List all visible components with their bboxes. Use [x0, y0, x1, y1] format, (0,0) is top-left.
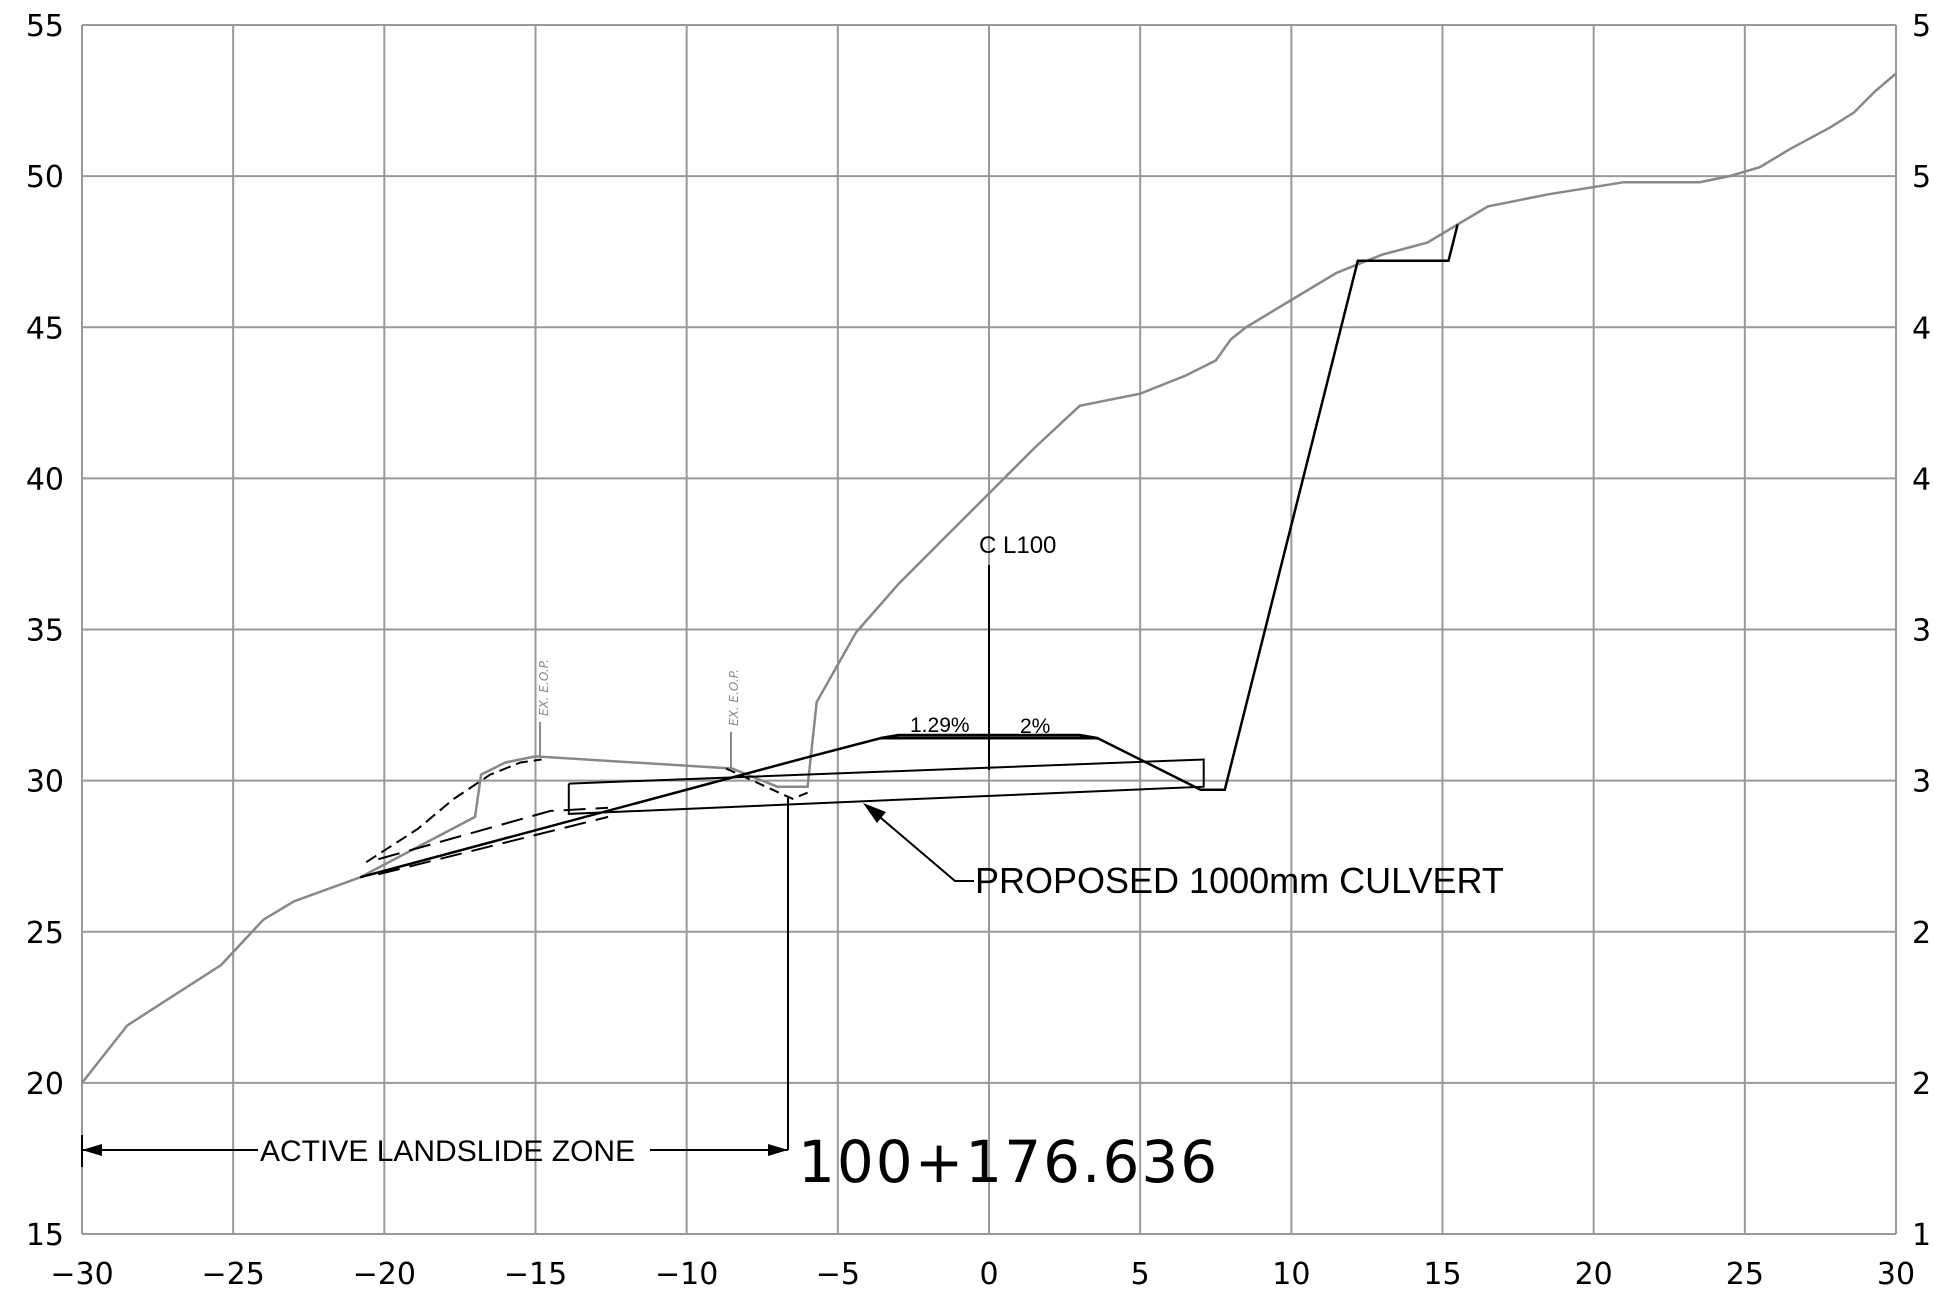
slope-label-left: 1.29%: [910, 714, 970, 737]
culvert-dashed-upper: [378, 806, 609, 861]
y-tick-label-right: 1: [1912, 1218, 1931, 1253]
ditch-dashed-line: [725, 767, 808, 800]
y-tick-label-right: 3: [1912, 765, 1931, 800]
culvert-dashed-lower: [378, 815, 609, 876]
x-tick-label: 30: [1877, 1257, 1915, 1292]
culvert-outline: [567, 758, 1205, 815]
x-tick-label: 25: [1726, 1257, 1764, 1292]
y-tick-label: 50: [26, 160, 64, 195]
landslide-arrow-left: [82, 1144, 102, 1156]
culvert-leader-line: [867, 806, 974, 882]
eop-label-left: EX. E.O.P.: [537, 659, 551, 716]
y-tick-label-right: 3: [1912, 614, 1931, 649]
station-label: 100+176.636: [798, 1128, 1219, 1196]
y-tick-label-right: 2: [1912, 1067, 1931, 1102]
eop-label-right: EX. E.O.P.: [727, 669, 741, 726]
landslide-arrow-right: [768, 1144, 788, 1156]
y-tick-label-right: 2: [1912, 916, 1931, 951]
y-tick-label-right: 5: [1912, 9, 1931, 44]
slope-label-right: 2%: [1020, 715, 1050, 738]
culvert-arrowhead: [863, 803, 886, 823]
x-tick-label: 0: [979, 1257, 998, 1292]
x-tick-label: −10: [655, 1257, 718, 1292]
y-tick-label: 40: [26, 462, 64, 497]
axis-ticks: −30 −25 −20 −15 −10 −5 0 5 10 15 20 25 30 15 1 20 2 25 2 30…: [26, 9, 1931, 1292]
existing-ground-dashed-line: [365, 758, 542, 864]
y-tick-label: 45: [26, 311, 64, 346]
proposed-road-profile: [359, 224, 1459, 879]
y-tick-label: 25: [26, 916, 64, 951]
x-tick-label: 15: [1423, 1257, 1461, 1292]
y-tick-label: 15: [26, 1218, 64, 1253]
x-tick-label: −20: [353, 1257, 416, 1292]
y-tick-label: 20: [26, 1067, 64, 1102]
landslide-zone-label: ACTIVE LANDSLIDE ZONE: [260, 1135, 635, 1168]
existing-ground-line: [81, 72, 1897, 1084]
culvert-label: PROPOSED 1000mm CULVERT: [975, 860, 1504, 901]
x-tick-label: 20: [1575, 1257, 1613, 1292]
x-tick-label: −5: [816, 1257, 860, 1292]
y-tick-label-right: 5: [1912, 160, 1931, 195]
y-tick-label-right: 4: [1912, 462, 1931, 497]
x-tick-label: −30: [50, 1257, 113, 1292]
x-tick-label: 5: [1131, 1257, 1150, 1292]
y-tick-label: 30: [26, 765, 64, 800]
x-tick-label: 10: [1272, 1257, 1310, 1292]
centerline-label: C L100: [979, 532, 1056, 559]
y-tick-label: 55: [26, 9, 64, 44]
y-tick-label: 35: [26, 614, 64, 649]
x-tick-label: −25: [202, 1257, 265, 1292]
y-tick-label-right: 4: [1912, 311, 1931, 346]
x-tick-label: −15: [504, 1257, 567, 1292]
